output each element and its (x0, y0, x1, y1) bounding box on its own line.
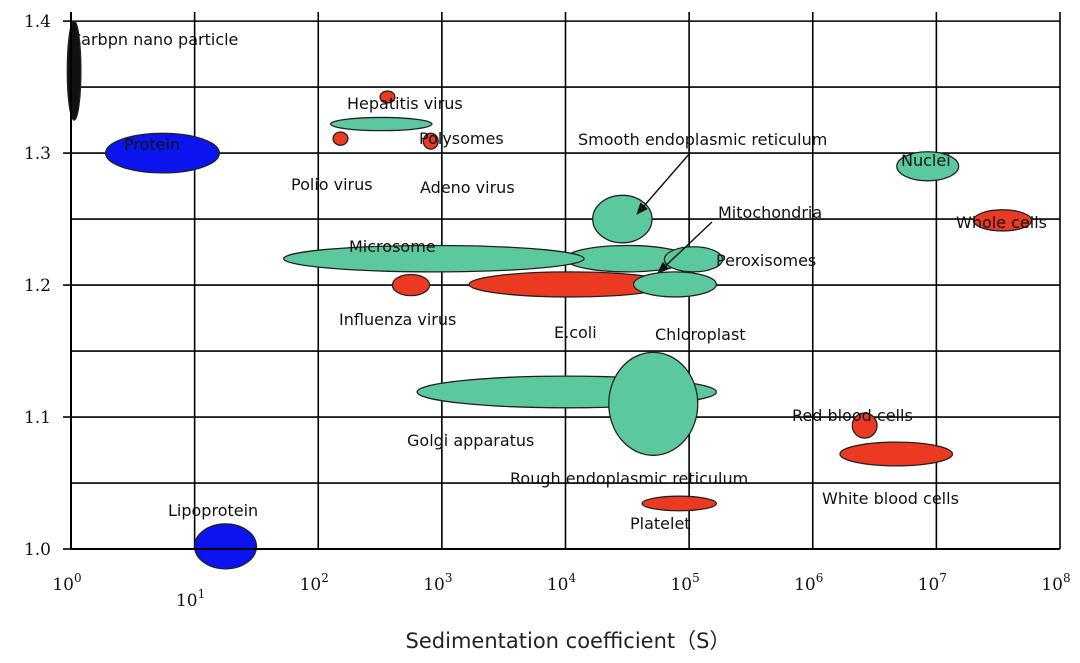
particle-polysomes (329, 116, 433, 132)
particle-adeno-virus (422, 132, 439, 150)
label-microsome: Microsome (349, 237, 436, 256)
label-smooth-endoplasmic-reticulum: Smooth endoplasmic reticulum (578, 130, 827, 149)
particle-labels: Carbpn nano particle Protein Hepatitis vir… (70, 30, 1047, 533)
particle-microsome (282, 244, 585, 273)
label-lipoprotein: Lipoprotein (168, 501, 258, 520)
label-whole-cells: Whole cells (956, 213, 1047, 232)
label-golgi-apparatus: Golgi apparatus (407, 431, 534, 450)
y-tick-label: 1.3 (24, 144, 51, 164)
label-carbpn-nano-particle: Carbpn nano particle (70, 30, 238, 49)
label-peroxisomes: Peroxisomes (716, 251, 816, 270)
x-tick-label: 106 (794, 571, 823, 595)
particle-lipoprotein (193, 523, 258, 570)
x-tick-label: 101 (176, 587, 205, 611)
axes: 1.0 1.1 1.2 1.3 1.4 100 101 102 103 104 105 106 107 1… (24, 12, 1071, 611)
label-adeno-virus: Adeno virus (420, 178, 515, 197)
x-tick-label: 103 (423, 571, 452, 595)
label-nuclei: Nuclei (901, 151, 951, 170)
label-polysomes: Polysomes (419, 129, 504, 148)
particle-polio-virus (332, 131, 349, 146)
label-protein: Protein (124, 135, 180, 154)
x-tick-label: 104 (547, 571, 577, 595)
label-mitochondria: Mitochondria (718, 203, 822, 222)
y-tick-label: 1.0 (24, 540, 51, 560)
label-e-coli: E.coli (554, 323, 597, 342)
particle-white-blood-cells (839, 441, 954, 467)
label-influenza-virus: Influenza virus (339, 310, 456, 329)
y-tick-label: 1.4 (24, 12, 51, 32)
label-platelet: Platelet (630, 514, 691, 533)
label-hepatitis-virus: Hepatitis virus (347, 94, 463, 113)
label-rough-endoplasmic-reticulum: Rough endoplasmic reticulum (510, 469, 748, 488)
x-tick-label: 100 (52, 571, 81, 595)
label-red-blood-cells: Red blood cells (792, 406, 913, 425)
particle-hepatitis-virus (379, 90, 396, 104)
particle-smooth-endoplasmic-reticulum (592, 194, 653, 244)
particle-protein (104, 132, 220, 174)
y-tick-label: 1.2 (24, 276, 51, 296)
label-polio-virus: Polio virus (291, 175, 373, 194)
particle-platelet (641, 495, 717, 512)
particle-nuclei (896, 151, 960, 182)
x-tick-label: 108 (1041, 571, 1070, 595)
x-tick-label: 102 (300, 571, 329, 595)
plot-grid (71, 12, 1061, 549)
particle-rough-endoplasmic-reticulum (608, 351, 699, 456)
label-chloroplast: Chloroplast (655, 325, 746, 344)
arrow-smooth-endoplasmic-reticulum (636, 152, 691, 215)
y-tick-label: 1.1 (24, 408, 51, 428)
particle-influenza-virus (391, 273, 431, 297)
x-tick-label: 107 (918, 571, 947, 595)
x-axis-title: Sedimentation coefficient（S） (406, 629, 731, 653)
arrow-mitochondria (657, 221, 713, 274)
annotation-arrows (636, 152, 713, 274)
label-white-blood-cells: White blood cells (822, 489, 959, 508)
particle-chloroplast (632, 271, 717, 298)
particle-whole-cells (972, 209, 1033, 232)
x-tick-label: 105 (670, 571, 699, 595)
particle-red-blood-cells (851, 412, 878, 439)
